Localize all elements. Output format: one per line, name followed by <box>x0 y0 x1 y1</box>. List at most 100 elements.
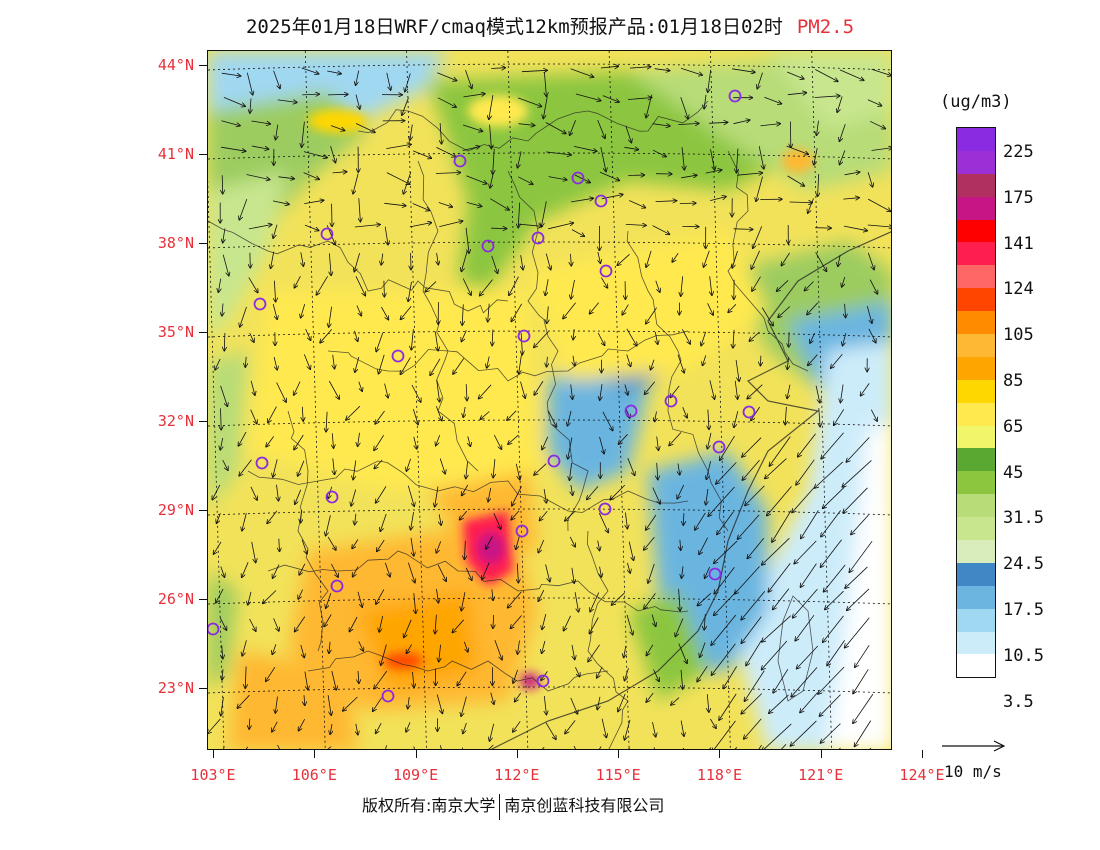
wind-arrow <box>565 510 576 521</box>
legend-value-label: 225 <box>1003 142 1034 162</box>
wind-arrow <box>437 97 456 107</box>
wind-arrow <box>274 280 275 302</box>
wind-arrow <box>653 669 660 682</box>
wind-arrow <box>573 146 597 151</box>
wind-arrow <box>327 746 332 749</box>
wind-arrow <box>571 253 572 266</box>
wind-arrow <box>330 146 336 162</box>
wind-arrow <box>794 540 817 564</box>
wind-arrow <box>220 385 228 406</box>
purple-circle-icon <box>594 194 608 208</box>
wind-arrow <box>655 411 657 422</box>
legend-value-label: 3.5 <box>1003 691 1034 712</box>
wind-arrow <box>733 329 734 348</box>
wind-arrow <box>386 172 410 185</box>
wind-arrow <box>358 641 364 651</box>
wind-arrow <box>796 459 815 485</box>
wind-arrow <box>508 591 522 608</box>
lon-tick <box>618 750 620 758</box>
legend-swatch <box>957 585 995 609</box>
purple-circle-icon <box>599 264 613 278</box>
wind-arrow <box>276 382 287 403</box>
wind-arrow <box>343 696 358 711</box>
purple-circle-icon <box>624 404 638 418</box>
wind-arrow <box>821 432 844 459</box>
wind-arrow <box>376 486 387 503</box>
wind-arrow <box>295 489 302 504</box>
wind-arrow <box>600 147 606 171</box>
wind-arrow <box>242 562 249 577</box>
wind-arrow <box>711 614 737 645</box>
wind-arrow <box>439 458 445 474</box>
wind-arrow <box>242 640 247 656</box>
wind-arrow <box>490 198 509 210</box>
wind-arrow <box>466 461 468 479</box>
wind-arrow <box>709 380 715 399</box>
wind-arrow <box>646 250 652 267</box>
wind-arrow <box>266 436 275 446</box>
wind-arrow <box>521 70 547 71</box>
wind-arrow <box>246 174 270 180</box>
wind-arrow <box>571 198 593 203</box>
purple-circle-icon <box>531 231 545 245</box>
wind-arrow <box>546 151 571 155</box>
wind-arrow <box>680 720 684 737</box>
wind-arrow <box>301 252 304 266</box>
wind-arrow <box>250 98 251 114</box>
wind-arrow <box>408 562 415 583</box>
wind-arrow <box>867 198 890 211</box>
wind-arrow <box>222 254 229 276</box>
province-border <box>327 330 689 382</box>
wind-arrow <box>769 694 789 713</box>
legend-swatch <box>957 128 995 151</box>
lat-tick-label: 41°N <box>157 145 194 163</box>
wind-arrow <box>414 593 416 613</box>
lat-tick-label: 26°N <box>157 590 194 608</box>
purple-circle-icon <box>208 622 220 636</box>
lon-tick-label: 124°E <box>899 766 945 784</box>
map-canvas <box>208 51 891 750</box>
wind-arrow <box>678 123 699 124</box>
wind-arrow <box>327 94 348 95</box>
wind-arrow <box>785 406 786 425</box>
wind-arrow <box>842 460 872 487</box>
wind-arrow <box>747 537 765 558</box>
wind-arrow <box>764 96 781 104</box>
wind-arrow <box>734 411 739 427</box>
pollutant-label: PM2.5 <box>796 16 855 38</box>
wind-arrow <box>517 97 541 107</box>
wind-arrow <box>867 225 891 227</box>
wind-arrow <box>521 333 522 354</box>
wind-arrow <box>355 749 359 750</box>
lon-tick-label: 103°E <box>190 766 236 784</box>
footer-divider <box>499 793 501 820</box>
wind-arrow <box>331 563 338 577</box>
wind-arrow <box>704 614 705 630</box>
wind-arrow <box>518 640 520 655</box>
wind-arrow <box>221 146 246 151</box>
wind-arrow <box>376 332 384 352</box>
wind-arrow <box>762 615 791 642</box>
wind-arrow <box>569 536 575 547</box>
wind-arrow <box>273 224 278 238</box>
wind-arrow <box>823 615 844 642</box>
wind-arrow <box>326 593 332 608</box>
wind-arrow <box>463 722 467 734</box>
lat-tick-label: 29°N <box>157 501 194 519</box>
wind-arrow <box>869 279 877 294</box>
wind-arrow <box>507 410 517 420</box>
pm25-forecast-map <box>207 50 892 750</box>
wind-arrow <box>597 332 604 345</box>
wind-arrow <box>597 666 603 678</box>
wind-arrow <box>568 437 573 459</box>
wind-arrow <box>492 329 493 346</box>
wind-arrow <box>651 359 655 370</box>
wind-arrow <box>494 639 502 660</box>
province-border <box>267 550 689 613</box>
wind-arrow <box>624 668 629 680</box>
wind-arrow <box>787 384 791 399</box>
wind-arrow <box>463 94 485 98</box>
purple-circle-icon <box>453 154 467 168</box>
wind-arrow <box>402 97 409 116</box>
wind-arrow <box>568 410 572 426</box>
